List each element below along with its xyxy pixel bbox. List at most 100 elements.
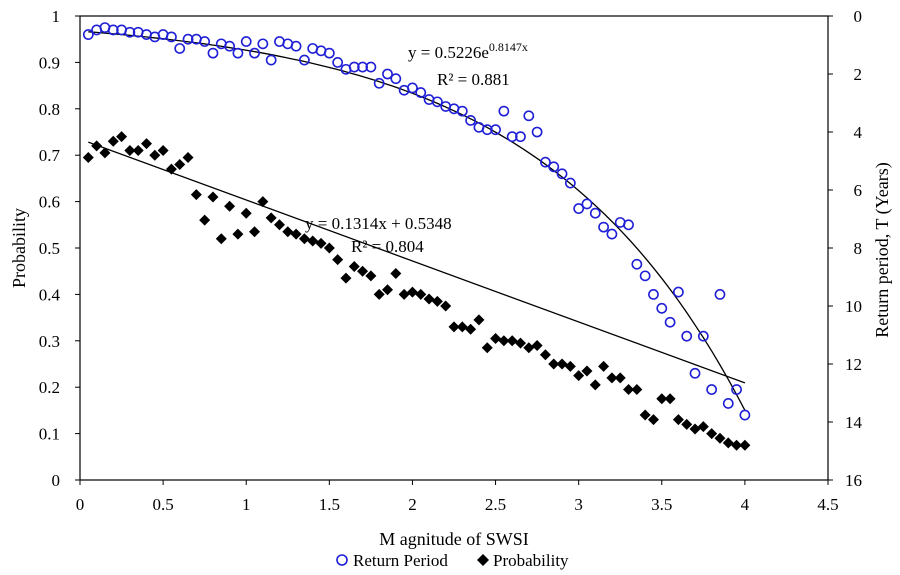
return-period-point [531, 126, 543, 138]
y-axis-left: 0 0.1 0.2 0.3 0.4 0.5 0.6 0.7 0.8 0.9 1 [39, 7, 80, 490]
return-period-point [689, 367, 701, 379]
y-axis-right: 0 2 4 6 8 10 12 14 16 [828, 7, 863, 490]
probability-point [357, 265, 369, 277]
series-return-period [82, 22, 751, 421]
return-period-point [731, 384, 742, 395]
return-period-point [498, 105, 510, 117]
return-period-point [107, 24, 119, 36]
return-period-point [598, 221, 609, 233]
probability-point [307, 235, 319, 247]
return-period-point [564, 177, 576, 189]
probability-point [157, 145, 169, 157]
x-tick-label: 2 [408, 495, 417, 514]
return-period-point [390, 73, 402, 85]
y-right-tick-label: 12 [845, 355, 862, 374]
probability-point [249, 226, 261, 238]
probability-point [564, 360, 576, 372]
return-period-point [182, 33, 194, 45]
return-period-point [224, 40, 235, 52]
return-period-point [656, 302, 668, 314]
probability-point [423, 293, 435, 305]
probability-point [739, 439, 751, 451]
probability-point [282, 226, 294, 238]
probability-point [415, 288, 427, 300]
equation-probability: y = 0.1314x + 0.5348 [305, 214, 452, 233]
x-tick-label: 3.5 [651, 495, 672, 514]
return-period-point [207, 47, 219, 59]
return-period-point [648, 288, 659, 300]
probability-point [623, 384, 635, 396]
return-period-point [166, 31, 177, 43]
return-period-point [556, 168, 568, 180]
probability-point [548, 358, 560, 370]
legend: Return Period Probability [336, 551, 569, 570]
probability-point [323, 242, 335, 254]
x-axis-title: M agnitude of SWSI [379, 529, 528, 549]
probability-point [182, 152, 194, 164]
probability-point [99, 147, 111, 159]
probability-point [390, 268, 402, 280]
return-period-point [606, 228, 618, 240]
x-tick-label: 1.5 [319, 495, 340, 514]
x-tick-label: 0 [76, 495, 85, 514]
y-left-tick-label: 0.5 [39, 239, 60, 258]
r2-probability: R² = 0.804 [351, 237, 424, 256]
return-period-point [124, 26, 136, 38]
return-period-point [232, 47, 244, 59]
return-period-point [290, 40, 302, 52]
probability-point [373, 288, 385, 300]
return-period-point [332, 57, 344, 68]
return-period-point [365, 61, 377, 73]
x-tick-label: 3 [574, 495, 583, 514]
probability-point [598, 360, 610, 372]
return-period-point [490, 124, 501, 136]
probability-point [298, 233, 310, 245]
probability-point [531, 339, 543, 351]
y-left-tick-label: 0.9 [39, 53, 60, 72]
probability-point [199, 214, 211, 226]
y-left-tick-label: 0.1 [39, 425, 60, 444]
return-period-point [639, 270, 651, 282]
probability-point [506, 335, 518, 347]
probability-point [257, 196, 269, 208]
probability-point [689, 423, 701, 435]
return-period-point [481, 124, 493, 136]
probability-point [132, 145, 144, 157]
return-period-point [456, 105, 468, 117]
return-period-point [407, 82, 418, 94]
return-period-point [323, 47, 335, 59]
probability-point [107, 135, 119, 147]
return-period-point [714, 288, 726, 300]
return-period-point [540, 156, 551, 168]
probability-point [647, 414, 659, 426]
probability-point [365, 270, 377, 282]
probability-point [348, 261, 360, 273]
probability-point [431, 295, 443, 307]
return-period-point [631, 258, 643, 270]
probability-point [556, 358, 568, 370]
probability-point [539, 349, 551, 361]
probability-point [481, 342, 493, 354]
y-left-tick-label: 0.7 [39, 146, 61, 165]
probability-point [207, 191, 219, 203]
return-period-point [373, 77, 385, 89]
return-period-point [506, 131, 518, 143]
probability-point [465, 323, 477, 335]
return-period-point [240, 36, 252, 47]
return-period-point [174, 43, 186, 54]
return-period-point [265, 54, 277, 66]
series-probability [82, 131, 751, 451]
probability-point [498, 335, 510, 347]
y-axis-right-title: Return period, T (Years) [872, 162, 893, 337]
probability-point [573, 370, 585, 382]
x-axis: 0 0.5 1 1.5 2 2.5 3 3.5 4 4.5 [76, 480, 839, 514]
return-period-point [548, 161, 560, 173]
return-period-point [199, 36, 211, 47]
probability-point [190, 189, 202, 201]
y-left-tick-label: 0.4 [39, 285, 61, 304]
return-period-point [697, 330, 709, 342]
y-right-tick-label: 8 [854, 239, 863, 258]
x-tick-label: 4 [741, 495, 750, 514]
probability-point [639, 409, 651, 421]
return-period-point [681, 330, 693, 342]
